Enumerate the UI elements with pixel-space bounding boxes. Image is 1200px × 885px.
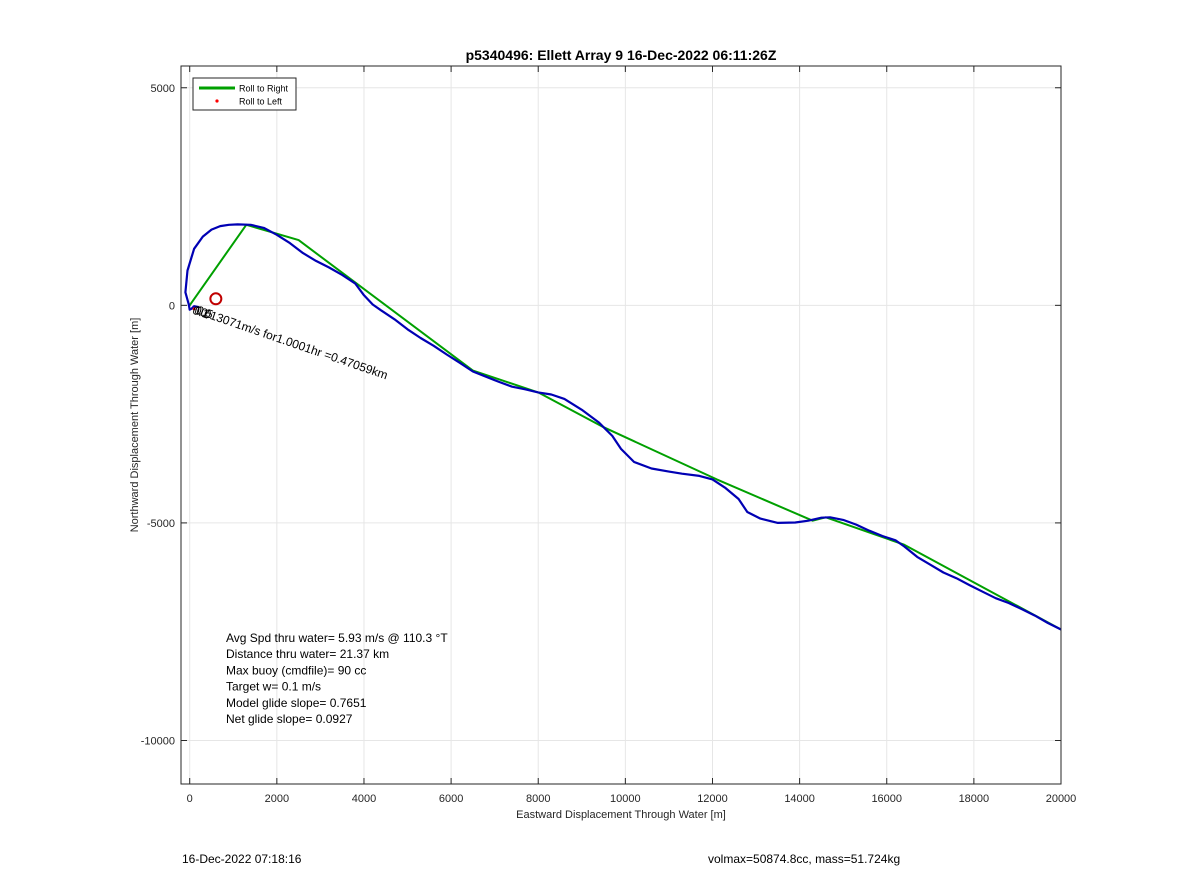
legend-box [192,77,297,111]
legend: Roll to Right Roll to Left [192,77,297,111]
footer-mass-info: volmax=50874.8cc, mass=51.724kg [708,852,901,866]
stats-line: Net glide slope= 0.0927 [226,712,353,726]
y-tick-label: 5000 [151,83,175,95]
annotations-layer: 0.10.00.50.13071m/s for1.0001hr =0.47059… [191,303,449,726]
x-axis-ticks: 0 2000 4000 6000 8000 10000 12000 14000 16000 180… [187,66,1077,805]
y-axis-label: Northward Displacement Through Water [m] [129,318,141,533]
footer-timestamp: 16-Dec-2022 07:18:16 [182,852,302,866]
y-tick-label: -10000 [141,735,175,747]
legend-swatch-dot [215,99,219,103]
y-tick-label: 0 [169,300,175,312]
stats-line: Max buoy (cmdfile)= 90 cc [226,663,366,677]
x-tick-label: 0 [187,793,193,805]
x-tick-label: 16000 [871,793,902,805]
series-layer [184,223,1061,631]
x-tick-label: 6000 [439,793,463,805]
x-tick-label: 12000 [697,793,728,805]
x-tick-label: 20000 [1046,793,1077,805]
stats-line: Model glide slope= 0.7651 [226,696,367,710]
x-tick-label: 2000 [265,793,289,805]
x-tick-label: 10000 [610,793,641,805]
y-axis-ticks: -10000 -5000 0 5000 [141,83,1061,747]
x-axis-label: Eastward Displacement Through Water [m] [516,809,726,821]
y-tick-label: -5000 [147,518,175,530]
stats-line: Distance thru water= 21.37 km [226,647,389,661]
x-tick-label: 14000 [784,793,815,805]
chart-title: p5340496: Ellett Array 9 16-Dec-2022 06:… [466,47,777,63]
current-vector-label: 0.13071m/s for1.0001hr =0.47059km [199,305,390,382]
stats-line: Target w= 0.1 m/s [226,680,321,694]
x-tick-label: 18000 [959,793,990,805]
overlap-label: 0.0 [193,303,214,322]
x-tick-label: 4000 [352,793,376,805]
legend-label: Roll to Left [239,97,283,107]
overlap-label: 0.1 [191,303,212,322]
markers-layer [192,292,223,311]
overlap-label: 0.5 [195,303,216,322]
legend-label: Roll to Right [239,84,289,94]
track-line [184,223,1061,631]
roll-left-dot [192,307,196,311]
target-circle [209,292,223,306]
x-tick-label: 8000 [526,793,550,805]
axes-box [180,65,1062,785]
stats-line: Avg Spd thru water= 5.93 m/s @ 110.3 °T [226,631,448,645]
